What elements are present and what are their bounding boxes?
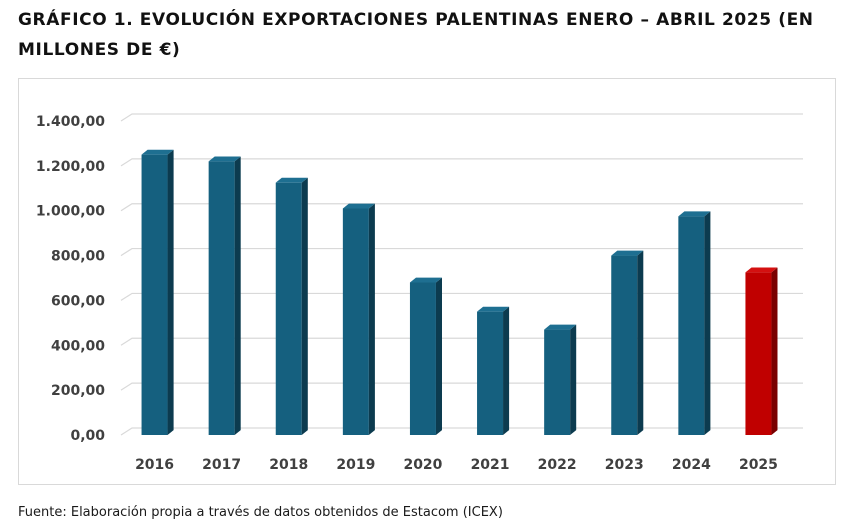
y-axis-ticks: 0,00 200,00 400,00 600,00 800,00 1.000,00 1.20…: [36, 114, 105, 444]
bar-side: [167, 149, 174, 435]
gridline: [120, 292, 803, 301]
bar-top: [409, 277, 442, 283]
bar-front: [678, 216, 705, 435]
bar-top: [745, 267, 778, 273]
y-tick-label: 1.200,00: [36, 159, 105, 175]
x-tick-label: 2016: [135, 457, 174, 473]
source-note: Fuente: Elaboración propia a través de d…: [18, 505, 503, 520]
bar-top: [342, 203, 375, 209]
gridline: [120, 337, 803, 346]
bar-side: [637, 250, 644, 435]
bar-side: [704, 211, 711, 435]
bar-top: [141, 149, 174, 155]
x-tick-label: 2021: [471, 457, 510, 473]
gridlines: [120, 113, 803, 436]
bar-front: [409, 282, 436, 435]
bar-side: [570, 324, 577, 435]
bars: [141, 149, 778, 435]
gridline: [120, 158, 803, 167]
bar-top: [208, 156, 241, 162]
x-tick-label: 2017: [202, 457, 241, 473]
x-tick-label: 2020: [403, 457, 442, 473]
bar-top: [678, 211, 711, 217]
y-tick-label: 1.000,00: [36, 204, 105, 220]
bar-side: [301, 177, 308, 435]
gridline: [120, 247, 803, 257]
x-tick-label: 2024: [672, 457, 711, 473]
bar-top: [611, 250, 644, 256]
bar-front: [544, 329, 571, 435]
y-tick-label: 800,00: [51, 249, 105, 265]
bar-2020: [409, 277, 442, 435]
chart-area: 0,00 200,00 400,00 600,00 800,00 1.000,00 1.20…: [18, 78, 836, 485]
bar-front: [141, 154, 168, 435]
y-tick-label: 600,00: [51, 293, 105, 309]
bar-2016: [141, 149, 174, 435]
bar-2023: [611, 250, 644, 435]
bar-side: [771, 267, 778, 435]
gridline: [120, 113, 803, 122]
x-tick-label: 2025: [739, 457, 778, 473]
gridline: [120, 427, 803, 436]
bar-chart: 0,00 200,00 400,00 600,00 800,00 1.000,00 1.20…: [36, 113, 803, 473]
x-axis-ticks: 2016 2017 2018 2019 2020 2021 2022 2023 2024 2025: [135, 457, 778, 473]
bar-side: [368, 203, 375, 435]
bar-side: [435, 277, 442, 435]
bar-side: [503, 306, 510, 435]
x-tick-label: 2023: [605, 457, 644, 473]
bar-front: [745, 272, 772, 435]
y-tick-label: 0,00: [70, 428, 105, 444]
bar-2018: [275, 177, 308, 435]
bar-2017: [208, 156, 241, 435]
bar-top: [477, 306, 510, 312]
bar-front: [342, 208, 369, 435]
y-tick-label: 200,00: [51, 383, 105, 399]
bar-front: [275, 182, 302, 435]
bar-2022: [544, 324, 577, 435]
gridline: [120, 382, 803, 391]
bar-front: [611, 255, 638, 435]
bar-top: [275, 177, 308, 183]
x-tick-label: 2022: [538, 457, 577, 473]
y-tick-label: 400,00: [51, 338, 105, 354]
bar-2024: [678, 211, 711, 435]
bar-front: [208, 161, 235, 435]
bar-2019: [342, 203, 375, 435]
y-tick-label: 1.400,00: [36, 114, 105, 130]
x-tick-label: 2019: [336, 457, 375, 473]
bar-2021: [477, 306, 510, 435]
chart-title: GRÁFICO 1. EVOLUCIÓN EXPORTACIONES PALEN…: [18, 10, 814, 60]
bar-2025: [745, 267, 778, 435]
bar-front: [477, 311, 504, 435]
bar-top: [544, 324, 577, 330]
x-tick-label: 2018: [269, 457, 308, 473]
bar-side: [234, 156, 241, 435]
gridline: [120, 203, 803, 212]
